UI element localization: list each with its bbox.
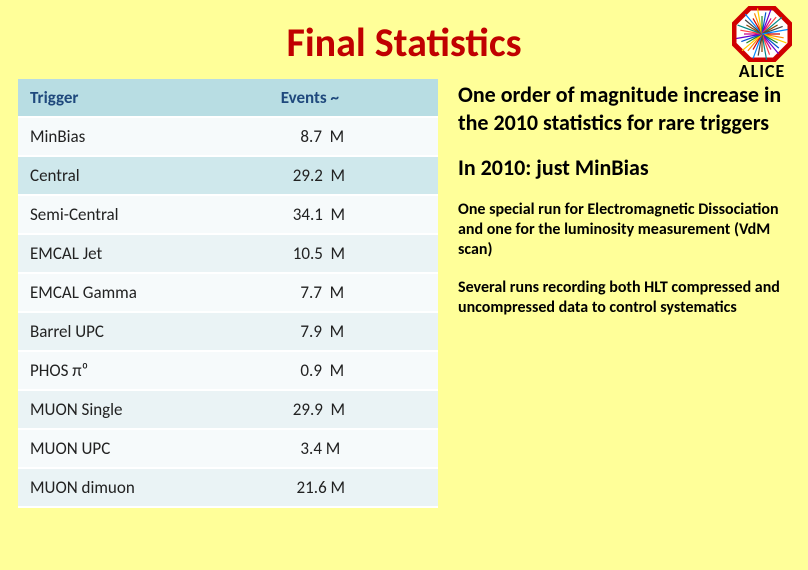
content-area: Trigger Events ~ MinBias 8.7 MCentral29.… (0, 79, 808, 508)
cell-trigger: MUON UPC (18, 429, 269, 468)
cell-events: 29.2 M (269, 156, 438, 195)
cell-trigger: Central (18, 156, 269, 195)
cell-trigger: MinBias (18, 117, 269, 156)
cell-events: 34.1 M (269, 195, 438, 234)
table-row: EMCAL Jet10.5 M (18, 234, 438, 273)
side-p4: Several runs recording both HLT compress… (458, 278, 790, 318)
table-row: Semi-Central34.1 M (18, 195, 438, 234)
cell-events: 3.4 M (269, 429, 438, 468)
cell-events: 21.6 M (269, 468, 438, 507)
table-row: MinBias 8.7 M (18, 117, 438, 156)
alice-logo-text: ALICE (726, 60, 798, 82)
stats-table-wrap: Trigger Events ~ MinBias 8.7 MCentral29.… (18, 79, 438, 508)
cell-trigger: MUON dimuon (18, 468, 269, 507)
cell-trigger: PHOS π⁰ (18, 351, 269, 390)
cell-events: 0.9 M (269, 351, 438, 390)
side-p2: In 2010: just MinBias (458, 154, 790, 182)
cell-events: 10.5 M (269, 234, 438, 273)
side-text: One order of magnitude increase in the 2… (458, 79, 790, 508)
table-row: Barrel UPC 7.9 M (18, 312, 438, 351)
col-trigger: Trigger (18, 79, 269, 117)
cell-events: 29.9 M (269, 390, 438, 429)
cell-trigger: Barrel UPC (18, 312, 269, 351)
table-row: EMCAL Gamma 7.7 M (18, 273, 438, 312)
cell-events: 7.9 M (269, 312, 438, 351)
alice-logo: ALICE (726, 6, 798, 82)
cell-events: 7.7 M (269, 273, 438, 312)
slide-title: Final Statistics (0, 0, 808, 79)
cell-trigger: MUON Single (18, 390, 269, 429)
cell-trigger: EMCAL Jet (18, 234, 269, 273)
table-row: Central29.2 M (18, 156, 438, 195)
col-events: Events ~ (269, 79, 438, 117)
table-row: PHOS π⁰ 0.9 M (18, 351, 438, 390)
cell-trigger: Semi-Central (18, 195, 269, 234)
stats-table: Trigger Events ~ MinBias 8.7 MCentral29.… (18, 79, 438, 508)
table-row: MUON dimuon 21.6 M (18, 468, 438, 507)
side-p1: One order of magnitude increase in the 2… (458, 81, 790, 136)
side-p3: One special run for Electromagnetic Diss… (458, 200, 790, 260)
table-row: MUON UPC 3.4 M (18, 429, 438, 468)
cell-events: 8.7 M (269, 117, 438, 156)
table-row: MUON Single29.9 M (18, 390, 438, 429)
alice-octagon-icon (732, 6, 792, 62)
cell-trigger: EMCAL Gamma (18, 273, 269, 312)
